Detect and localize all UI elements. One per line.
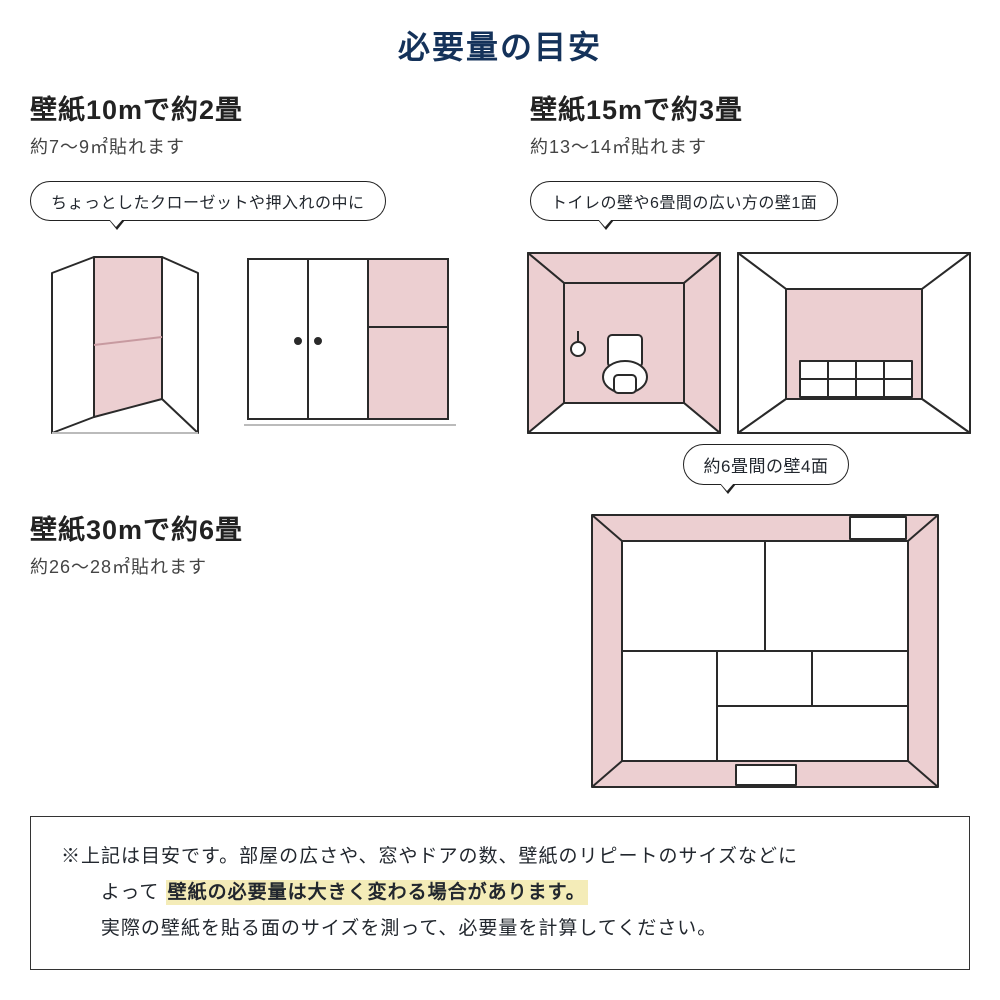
note-line2a: よって <box>101 882 159 903</box>
block-15m-sketch <box>530 249 970 439</box>
oshiire-icon <box>242 253 462 443</box>
block-10m: 壁紙10mで約2畳 約7～9㎡貼れます ちょっとしたクローゼットや押入れの中に <box>30 88 470 439</box>
floorplan-icon <box>586 509 946 799</box>
block-15m-bubble: トイレの壁や6畳間の広い方の壁1面 <box>530 181 838 221</box>
block-30m-sub: 約26～28㎡貼れます <box>30 553 470 579</box>
block-10m-title: 壁紙10mで約2畳 <box>30 88 470 127</box>
block-30m-figure: 約6畳間の壁4面 <box>576 444 956 799</box>
block-10m-sketch <box>30 249 470 439</box>
block-10m-bubble: ちょっとしたクローゼットや押入れの中に <box>30 181 386 221</box>
note-line1: ※上記は目安です。部屋の広さや、窓やドアの数、壁紙のリピートのサイズなどに <box>61 846 798 867</box>
page-title: 必要量の目安 <box>0 0 1000 68</box>
block-15m-sub: 約13～14㎡貼れます <box>530 133 970 159</box>
block-15m-title: 壁紙15mで約3畳 <box>530 88 970 127</box>
note-highlight: 壁紙の必要量は大きく変わる場合があります。 <box>166 880 588 905</box>
note-box: ※上記は目安です。部屋の広さや、窓やドアの数、壁紙のリピートのサイズなどに よっ… <box>30 816 970 970</box>
block-30m-sketch <box>576 509 956 799</box>
block-30m-bubble: 約6畳間の壁4面 <box>683 444 850 485</box>
block-30m: 壁紙30mで約6畳 約26～28㎡貼れます <box>30 508 470 579</box>
room-one-wall-icon <box>734 249 974 439</box>
toilet-room-icon <box>524 249 724 439</box>
block-10m-sub: 約7～9㎡貼れます <box>30 133 470 159</box>
closet-icon <box>24 249 224 439</box>
note-line3: 実際の壁紙を貼る面のサイズを測って、必要量を計算してください。 <box>61 911 939 947</box>
block-15m: 壁紙15mで約3畳 約13～14㎡貼れます トイレの壁や6畳間の広い方の壁1面 <box>530 88 970 439</box>
block-30m-title: 壁紙30mで約6畳 <box>30 508 470 547</box>
